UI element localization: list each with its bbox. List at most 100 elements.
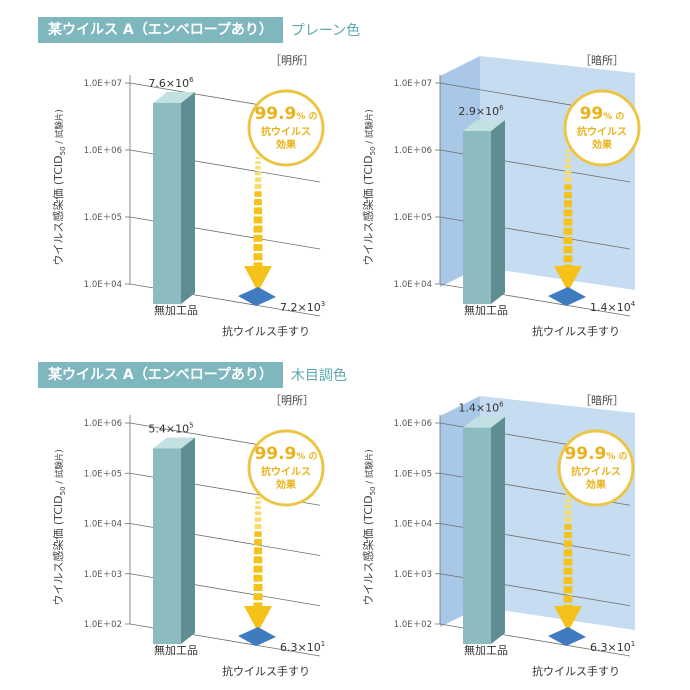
badge-ring — [247, 429, 325, 507]
arrow-dash — [563, 237, 573, 244]
tick-label: 1.0E＋07 — [394, 79, 432, 89]
value-mantissa: 1.4×10 — [458, 402, 499, 415]
treated-base — [238, 287, 276, 306]
badge-line2: 抗ウイルス — [577, 125, 627, 138]
value-label-treated: 6.3×101 — [280, 640, 325, 654]
arrow-dash — [254, 184, 262, 189]
category-label-untreated: 無加工品 — [154, 303, 198, 317]
treated-base — [548, 287, 586, 306]
tick-label: 1.0E＋06 — [84, 146, 122, 156]
y-axis-label-main: ウイルス感染価 (TCID — [51, 495, 65, 605]
y-axis-label-tail: / 試験片) — [364, 109, 375, 146]
arrow-dash — [255, 157, 261, 159]
tick-label: 1.0E＋02 — [84, 620, 122, 630]
condition-label: ［暗所］ — [580, 53, 624, 67]
tick-label: 1.0E＋04 — [394, 280, 432, 290]
value-mantissa: 2.9×10 — [458, 105, 499, 118]
y-axis-label-sub: 50 — [369, 486, 377, 495]
arrow-dash — [254, 517, 262, 522]
badge-line3: 効果 — [276, 138, 297, 151]
badge-line2: 抗ウイルス — [261, 465, 311, 478]
arrow-dash — [563, 255, 573, 263]
section-subtitle: プレーン色 — [290, 23, 361, 39]
arrow-dash — [253, 556, 263, 564]
bar-side — [181, 91, 195, 304]
arrow-dash — [253, 225, 263, 233]
y-axis-label-sub: 50 — [59, 486, 67, 495]
arrow-dash — [564, 524, 572, 530]
arrow-dash — [563, 577, 573, 584]
badge-line2: 抗ウイルス — [261, 125, 311, 138]
y-axis-label-sub: 50 — [369, 146, 377, 155]
arrow-head — [554, 266, 582, 292]
value-label-untreated: 1.4×106 — [458, 401, 504, 415]
arrow-dash — [563, 567, 573, 575]
chart-plain-dark: 1.0E＋07 1.0E＋06 1.0E＋05 1.0E＋04 ウイルス感染価 (TCI… — [350, 50, 650, 350]
tick-label: 1.0E＋07 — [84, 79, 122, 89]
value-exponent: 6 — [189, 76, 194, 84]
tick-label: 1.0E＋02 — [394, 620, 432, 630]
category-label-untreated: 無加工品 — [464, 303, 508, 317]
bar-top — [463, 416, 505, 428]
treated-base — [238, 627, 276, 646]
badge-line3: 効果 — [276, 478, 297, 491]
bar-untreated — [463, 416, 505, 644]
tick-label: 1.0E＋06 — [84, 419, 122, 429]
value-exponent: 6 — [499, 104, 504, 112]
section-header-wood: 某ウイルス A（エンベロープあり） 木目調色 — [38, 362, 347, 388]
arrow-dash — [565, 499, 571, 503]
condition-label: ［明所］ — [270, 54, 314, 67]
arrow-head — [244, 606, 272, 632]
condition-label: ［暗所］ — [580, 393, 624, 407]
arrow-dash — [255, 161, 261, 164]
arrow-dash — [254, 539, 262, 546]
arrow-dash — [563, 227, 573, 235]
badge-line3: 効果 — [586, 478, 607, 491]
badge-ring — [557, 429, 635, 507]
bar-front — [463, 131, 491, 304]
arrow-dash — [254, 199, 262, 206]
chart-wood-light: 1.0E＋06 1.0E＋05 1.0E＋04 1.0E＋03 1.0E＋02 ウイルス感… — [40, 390, 340, 690]
y-axis-label-sub: 50 — [59, 146, 67, 155]
bar-side — [491, 120, 505, 304]
chart-svg: 1.0E＋07 1.0E＋06 1.0E＋05 1.0E＋04 ウイルス感染価 (TCI… — [361, 53, 641, 338]
arrow-dash — [564, 510, 572, 515]
y-axis-label-main: ウイルス感染価 (TCID — [51, 155, 65, 265]
arrow-dash — [253, 565, 263, 573]
arrow-dash — [255, 501, 261, 504]
bar-top — [153, 437, 195, 449]
arrow-dash — [563, 209, 573, 217]
y-axis-label-tail: / 試験片) — [54, 109, 65, 146]
arrow-dash — [255, 497, 261, 499]
y-axis-label: ウイルス感染価 (TCID50 / 試験片) — [361, 109, 377, 265]
arrow-dash — [563, 200, 573, 208]
bar-top — [463, 120, 505, 132]
arrow-dash — [563, 540, 573, 548]
chart-svg: 1.0E＋07 1.0E＋06 1.0E＋05 1.0E＋04 ウイルス感染価 (TCI… — [51, 54, 325, 338]
arrow-dash — [253, 574, 263, 582]
badge-line3: 効果 — [592, 138, 613, 151]
arrow-dash — [564, 517, 572, 522]
arrow-dash — [563, 558, 573, 566]
arrow-dash — [255, 166, 261, 170]
section-title: 某ウイルス A（エンベロープあり） — [38, 17, 283, 43]
value-mantissa: 7.6×10 — [148, 77, 189, 90]
badge-line2: 抗ウイルス — [571, 465, 621, 478]
badge-percent: 99.9% の — [254, 104, 317, 124]
bar-front — [153, 448, 181, 644]
bar-untreated — [463, 120, 505, 304]
value-exponent: 6 — [499, 401, 504, 409]
arrow-dash — [253, 593, 263, 601]
badge-percent: 99% の — [580, 104, 625, 124]
arrow-dash — [253, 253, 263, 261]
arrow-dash — [254, 171, 262, 176]
arrow-dash — [564, 192, 572, 199]
arrow-dash — [565, 150, 571, 152]
tick-label: 1.0E＋06 — [394, 146, 432, 156]
arrow-dash — [565, 159, 571, 163]
bar-front — [153, 102, 181, 304]
y-axis-label: ウイルス感染価 (TCID50 / 試験片) — [361, 449, 377, 605]
